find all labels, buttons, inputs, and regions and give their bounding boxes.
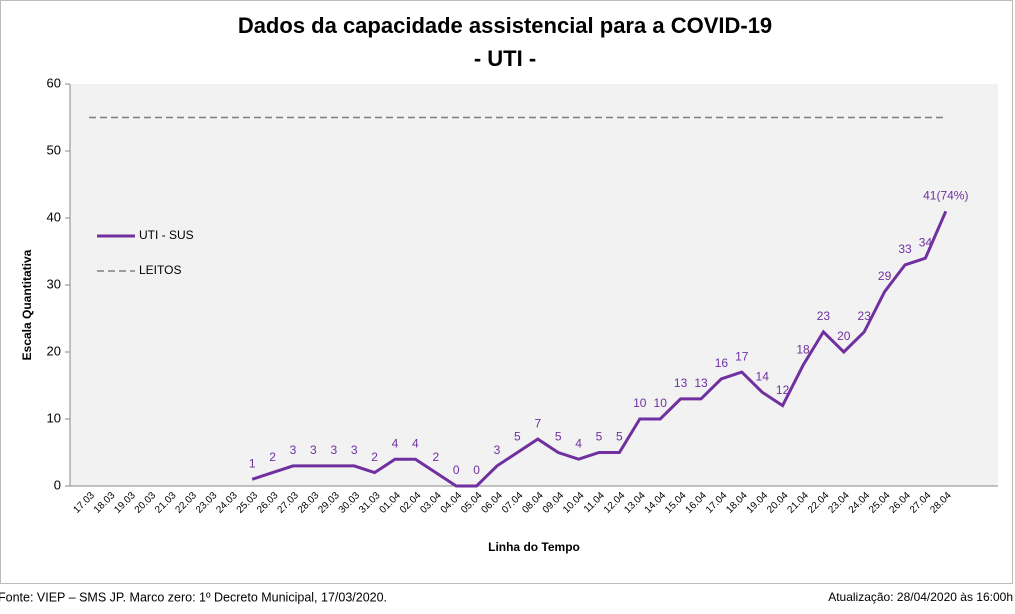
data-label: 20 bbox=[837, 329, 851, 343]
x-tick-label: 27.03 bbox=[276, 490, 302, 516]
legend-label: LEITOS bbox=[139, 263, 181, 277]
x-tick-label: 28.03 bbox=[296, 490, 322, 516]
x-tick-label: 26.04 bbox=[888, 490, 914, 516]
legend-label: UTI - SUS bbox=[139, 228, 194, 242]
data-label: 10 bbox=[633, 396, 647, 410]
x-tick-label: 30.03 bbox=[337, 490, 363, 516]
x-tick-label: 25.04 bbox=[867, 490, 893, 516]
data-label: 3 bbox=[494, 443, 501, 457]
data-label: 33 bbox=[898, 242, 912, 256]
data-label: 16 bbox=[715, 356, 729, 370]
x-tick-label: 05.04 bbox=[459, 490, 485, 516]
x-tick-label: 15.04 bbox=[663, 490, 689, 516]
x-tick-label: 24.03 bbox=[214, 490, 240, 516]
x-tick-label: 16.04 bbox=[684, 490, 710, 516]
data-label: 12 bbox=[776, 383, 790, 397]
x-tick-label: 02.04 bbox=[398, 490, 424, 516]
data-label: 41(74%) bbox=[923, 188, 968, 202]
y-tick-label: 30 bbox=[47, 276, 61, 291]
x-tick-label: 31.03 bbox=[357, 490, 383, 516]
data-label: 7 bbox=[534, 416, 541, 430]
x-tick-label: 21.03 bbox=[153, 490, 179, 516]
x-tick-label: 27.04 bbox=[908, 490, 934, 516]
data-label: 4 bbox=[575, 436, 582, 450]
x-tick-label: 20.03 bbox=[133, 490, 159, 516]
data-label: 14 bbox=[756, 369, 770, 383]
update-note: Atualização: 28/04/2020 às 16:00h bbox=[828, 590, 1013, 604]
data-label: 5 bbox=[514, 430, 521, 444]
x-tick-label: 23.04 bbox=[826, 490, 852, 516]
data-label: 3 bbox=[310, 443, 317, 457]
x-tick-label: 17.03 bbox=[72, 490, 98, 516]
data-label: 23 bbox=[858, 309, 872, 323]
data-label: 13 bbox=[694, 376, 708, 390]
x-tick-label: 18.04 bbox=[724, 490, 750, 516]
x-tick-label: 18.03 bbox=[92, 490, 118, 516]
x-tick-label: 11.04 bbox=[582, 490, 607, 515]
x-tick-label: 20.04 bbox=[765, 490, 791, 516]
data-label: 34 bbox=[919, 235, 933, 249]
x-tick-label: 03.04 bbox=[418, 490, 444, 516]
x-tick-label: 25.03 bbox=[235, 490, 261, 516]
data-label: 3 bbox=[351, 443, 358, 457]
y-tick-label: 20 bbox=[47, 343, 61, 358]
data-label: 4 bbox=[392, 436, 399, 450]
x-tick-label: 08.04 bbox=[520, 490, 546, 516]
x-tick-label: 21.04 bbox=[786, 490, 812, 516]
x-tick-label: 09.04 bbox=[541, 490, 567, 516]
x-tick-label: 01.04 bbox=[378, 490, 404, 516]
data-label: 23 bbox=[817, 309, 831, 323]
y-tick-label: 60 bbox=[47, 75, 61, 90]
chart-subtitle: - UTI - bbox=[474, 46, 536, 71]
x-tick-label: 17.04 bbox=[704, 490, 730, 516]
data-label: 18 bbox=[796, 343, 810, 357]
y-tick-label: 10 bbox=[47, 410, 61, 425]
data-label: 17 bbox=[735, 349, 749, 363]
x-tick-label: 13.04 bbox=[622, 490, 648, 516]
source-note: Fonte: VIEP – SMS JP. Marco zero: 1º Dec… bbox=[0, 590, 387, 604]
data-label: 29 bbox=[878, 269, 892, 283]
y-axis-title: Escala Quantitativa bbox=[20, 249, 34, 360]
data-label: 0 bbox=[453, 463, 460, 477]
x-tick-label: 12.04 bbox=[602, 490, 628, 516]
data-label: 5 bbox=[555, 430, 562, 444]
y-tick-label: 0 bbox=[54, 477, 61, 492]
data-label: 2 bbox=[371, 450, 378, 464]
x-axis-title: Linha do Tempo bbox=[488, 540, 580, 554]
data-label: 0 bbox=[473, 463, 480, 477]
data-line bbox=[251, 210, 948, 488]
x-tick-label: 06.04 bbox=[480, 490, 506, 516]
y-tick-label: 40 bbox=[47, 209, 61, 224]
chart-title: Dados da capacidade assistencial para a … bbox=[238, 13, 772, 38]
data-label: 13 bbox=[674, 376, 688, 390]
plot-area bbox=[70, 84, 998, 486]
data-label: 5 bbox=[596, 430, 603, 444]
x-tick-label: 04.04 bbox=[439, 490, 465, 516]
x-tick-label: 24.04 bbox=[847, 490, 873, 516]
data-label: 4 bbox=[412, 436, 419, 450]
x-tick-label: 28.04 bbox=[928, 490, 954, 516]
x-tick-label: 14.04 bbox=[643, 490, 669, 516]
x-tick-label: 19.04 bbox=[745, 490, 771, 516]
x-tick-label: 29.03 bbox=[316, 490, 342, 516]
data-label: 1 bbox=[249, 456, 256, 470]
data-label: 2 bbox=[432, 450, 439, 464]
x-tick-label: 22.04 bbox=[806, 490, 832, 516]
x-tick-label: 19.03 bbox=[112, 490, 138, 516]
x-tick-label: 22.03 bbox=[174, 490, 200, 516]
data-label: 3 bbox=[290, 443, 297, 457]
x-tick-label: 26.03 bbox=[255, 490, 281, 516]
data-label: 10 bbox=[654, 396, 668, 410]
frame bbox=[0, 0, 1013, 584]
x-tick-label: 10.04 bbox=[561, 490, 587, 516]
data-label: 5 bbox=[616, 430, 623, 444]
data-label: 2 bbox=[269, 450, 276, 464]
x-tick-label: 07.04 bbox=[500, 490, 526, 516]
data-label: 3 bbox=[330, 443, 337, 457]
x-tick-label: 23.03 bbox=[194, 490, 220, 516]
y-tick-label: 50 bbox=[47, 142, 61, 157]
